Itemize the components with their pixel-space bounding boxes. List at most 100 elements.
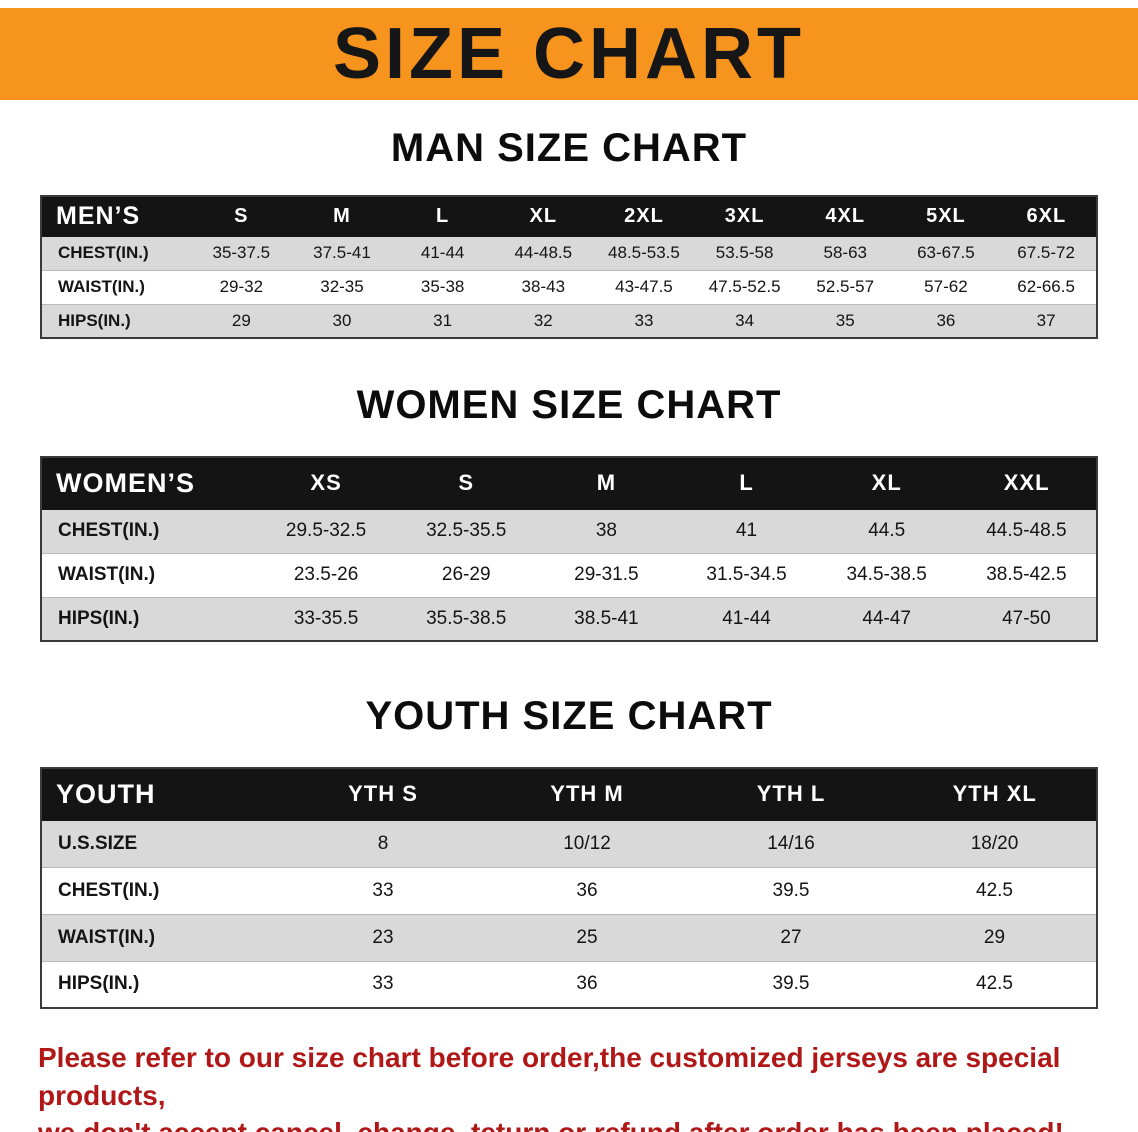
size-value-cell: 29-32 — [191, 269, 292, 304]
size-value-cell: 53.5-58 — [694, 235, 795, 270]
size-value-cell: 29-31.5 — [536, 552, 677, 597]
table-row: CHEST(IN.) 29.5-32.5 32.5-35.5 38 41 44.5 44.5… — [41, 508, 1097, 553]
size-column-header: L — [391, 195, 494, 237]
table-row: WAIST(IN.) 23 25 27 29 — [41, 913, 1097, 961]
size-value-cell: 44-47 — [816, 596, 957, 641]
size-value-cell: 39.5 — [689, 960, 893, 1008]
size-table-header-row: YOUTH YTH S YTH M YTH L YTH XL — [40, 767, 1098, 821]
size-value-cell: 30 — [291, 303, 393, 338]
women-section-heading: WOMEN SIZE CHART — [356, 383, 782, 427]
size-value-cell: 47.5-52.5 — [694, 269, 795, 304]
size-value-cell: 29.5-32.5 — [256, 508, 397, 553]
size-value-cell: 41-44 — [676, 596, 817, 641]
size-value-cell: 32-35 — [291, 269, 393, 304]
size-column-header: YTH L — [688, 767, 894, 821]
table-row: WAIST(IN.) 23.5-26 26-29 29-31.5 31.5-34.5 34… — [41, 552, 1097, 597]
size-value-cell: 35-38 — [392, 269, 493, 304]
row-label: WAIST(IN.) — [41, 913, 281, 961]
size-value-cell: 32 — [492, 303, 594, 338]
size-column-header: YTH XL — [892, 767, 1098, 821]
size-column-header: L — [675, 456, 818, 510]
size-value-cell: 47-50 — [956, 596, 1097, 641]
women-size-table-container: WOMEN’S XS S M L XL XXL CHEST(IN.) 29.5-32.5 32.5… — [40, 456, 1098, 642]
table-row: HIPS(IN.) 33 36 39.5 42.5 — [41, 960, 1097, 1008]
size-value-cell: 38.5-41 — [536, 596, 677, 641]
youth-size-table: YOUTH YTH S YTH M YTH L YTH XL U.S.SIZE 8 10/12… — [40, 767, 1098, 1009]
row-label: HIPS(IN.) — [41, 596, 256, 641]
size-value-cell: 44-48.5 — [492, 235, 594, 270]
size-value-cell: 33 — [281, 960, 485, 1008]
size-value-cell: 37 — [996, 303, 1097, 338]
size-value-cell: 38-43 — [492, 269, 594, 304]
size-value-cell: 44.5 — [816, 508, 957, 553]
table-row: HIPS(IN.) 33-35.5 35.5-38.5 38.5-41 41-44 44-… — [41, 596, 1097, 641]
size-table-header-row: WOMEN’S XS S M L XL XXL — [40, 456, 1098, 510]
table-row: CHEST(IN.) 35-37.5 37.5-41 41-44 44-48.5 48.5… — [41, 235, 1097, 270]
size-column-header: 3XL — [693, 195, 796, 237]
size-column-header: M — [291, 195, 393, 237]
size-value-cell: 41-44 — [392, 235, 493, 270]
disclaimer: Please refer to our size chart before or… — [38, 1039, 1100, 1132]
size-table-header-row: MEN’S S M L XL 2XL 3XL 4XL 5XL 6XL — [40, 195, 1098, 237]
size-value-cell: 57-62 — [895, 269, 997, 304]
size-value-cell: 23 — [281, 913, 485, 961]
size-value-cell: 34.5-38.5 — [816, 552, 957, 597]
size-value-cell: 35.5-38.5 — [396, 596, 537, 641]
size-value-cell: 33-35.5 — [256, 596, 397, 641]
size-value-cell: 42.5 — [893, 866, 1097, 914]
row-label: WAIST(IN.) — [41, 552, 256, 597]
size-chart-banner: SIZE CHART — [0, 8, 1138, 100]
youth-size-table-container: YOUTH YTH S YTH M YTH L YTH XL U.S.SIZE 8 10/12… — [40, 767, 1098, 1009]
size-column-header: S — [395, 456, 537, 510]
size-value-cell: 52.5-57 — [794, 269, 896, 304]
size-column-header: XL — [816, 456, 958, 510]
row-label: CHEST(IN.) — [41, 866, 281, 914]
size-value-cell: 62-66.5 — [996, 269, 1097, 304]
size-value-cell: 8 — [281, 819, 485, 867]
size-value-cell: 37.5-41 — [291, 235, 393, 270]
men-size-table-container: MEN’S S M L XL 2XL 3XL 4XL 5XL 6XL CHEST(IN.) 35-37… — [40, 195, 1098, 339]
size-value-cell: 38 — [536, 508, 677, 553]
size-value-cell: 39.5 — [689, 866, 893, 914]
size-value-cell: 36 — [485, 960, 689, 1008]
size-value-cell: 29 — [191, 303, 292, 338]
row-label: CHEST(IN.) — [41, 235, 191, 270]
table-row: HIPS(IN.) 29 30 31 32 33 34 35 36 37 — [41, 303, 1097, 338]
size-column-header: XXL — [956, 456, 1098, 510]
disclaimer-line-2: we don't accept cancel, change, teturn o… — [38, 1114, 1100, 1132]
size-column-header: 4XL — [794, 195, 897, 237]
size-column-header: XL — [492, 195, 595, 237]
row-label: WAIST(IN.) — [41, 269, 191, 304]
size-value-cell: 35 — [794, 303, 896, 338]
size-value-cell: 14/16 — [689, 819, 893, 867]
size-value-cell: 58-63 — [794, 235, 896, 270]
row-label: U.S.SIZE — [41, 819, 281, 867]
size-value-cell: 42.5 — [893, 960, 1097, 1008]
size-value-cell: 36 — [895, 303, 997, 338]
row-label: HIPS(IN.) — [41, 303, 191, 338]
table-title-cell: MEN’S — [40, 195, 192, 237]
women-size-section: WOMEN SIZE CHART WOMEN’S XS S M L XL XXL CHEST(… — [0, 383, 1138, 642]
size-value-cell: 23.5-26 — [256, 552, 397, 597]
size-value-cell: 18/20 — [893, 819, 1097, 867]
size-value-cell: 32.5-35.5 — [396, 508, 537, 553]
size-column-header: 5XL — [895, 195, 997, 237]
youth-size-section: YOUTH SIZE CHART YOUTH YTH S YTH M YTH L YTH… — [0, 694, 1138, 1009]
men-section-heading: MAN SIZE CHART — [390, 126, 748, 170]
men-size-section: MAN SIZE CHART MEN’S S M L XL 2XL 3XL 4XL 5XL 6XL… — [0, 126, 1138, 339]
size-column-header: XS — [255, 456, 397, 510]
size-value-cell: 63-67.5 — [895, 235, 997, 270]
size-value-cell: 34 — [694, 303, 795, 338]
size-value-cell: 33 — [593, 303, 695, 338]
table-title-cell: YOUTH — [40, 767, 282, 821]
women-size-table: WOMEN’S XS S M L XL XXL CHEST(IN.) 29.5-32.5 32.5… — [40, 456, 1098, 642]
size-value-cell: 29 — [893, 913, 1097, 961]
size-column-header: M — [535, 456, 677, 510]
size-value-cell: 31.5-34.5 — [676, 552, 817, 597]
table-row: U.S.SIZE 8 10/12 14/16 18/20 — [41, 819, 1097, 867]
size-value-cell: 43-47.5 — [593, 269, 695, 304]
size-value-cell: 33 — [281, 866, 485, 914]
size-value-cell: 67.5-72 — [996, 235, 1097, 270]
size-column-header: 6XL — [995, 195, 1098, 237]
size-value-cell: 27 — [689, 913, 893, 961]
